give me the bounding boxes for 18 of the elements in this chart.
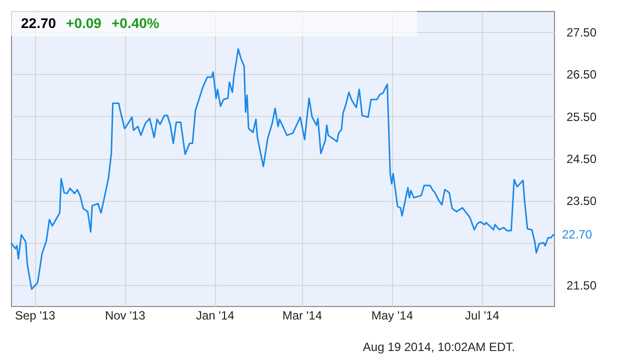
annotation: +0.09 — [66, 15, 102, 31]
chart-title: 22.70 — [21, 15, 56, 31]
x-tick-label: Jul '14 — [465, 308, 500, 322]
y-tick-label: 25.50 — [566, 110, 597, 124]
x-tick-label: Nov '13 — [104, 308, 146, 322]
x-tick-label: May '14 — [371, 308, 414, 322]
annotation: 22.70 — [562, 227, 592, 242]
annotation: +0.40% — [111, 15, 160, 31]
y-tick-label: 21.50 — [566, 278, 597, 292]
y-tick-label: 24.50 — [566, 152, 597, 166]
x-tick-label: Mar '14 — [282, 308, 322, 322]
text: Aug 19 2014, 10:02AM EDT. — [362, 340, 515, 354]
y-tick-label: 23.50 — [566, 194, 597, 208]
x-tick-label: Sep '13 — [14, 308, 56, 322]
y-tick-label: 27.50 — [566, 26, 597, 40]
y-tick-label: 26.50 — [566, 68, 597, 82]
line-series — [10, 48, 555, 290]
x-tick-label: Jan '14 — [196, 308, 235, 322]
